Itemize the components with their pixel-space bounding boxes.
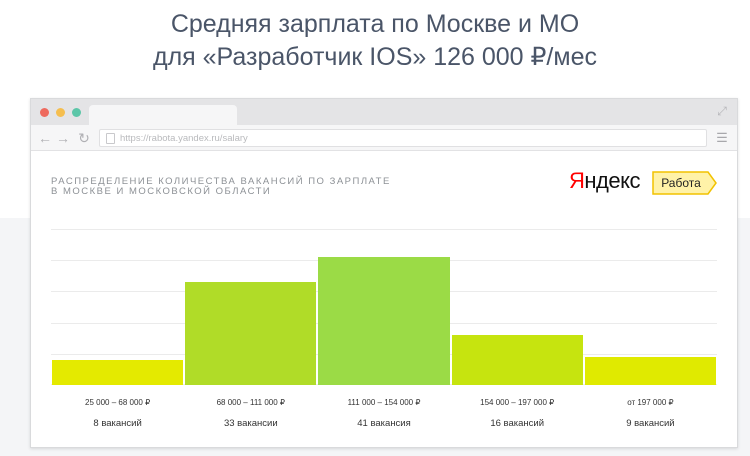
gridline bbox=[51, 229, 717, 230]
badge-shape bbox=[652, 171, 717, 195]
salary-range-label: 25 000 – 68 000 ₽ bbox=[85, 398, 151, 407]
vacancy-count-label: 33 вакансии bbox=[223, 418, 278, 429]
histogram-bar[interactable] bbox=[584, 357, 716, 385]
page-icon bbox=[106, 133, 115, 144]
vacancy-count-label: 8 вакансий bbox=[93, 418, 142, 429]
vacancy-count-label: 16 вакансий bbox=[490, 418, 545, 429]
salary-histogram bbox=[51, 229, 717, 385]
expand-icon[interactable]: ⤢ bbox=[717, 104, 727, 118]
chart-title: Распределение количества вакансий по зар… bbox=[51, 177, 391, 197]
arrow-right-icon[interactable]: → bbox=[56, 130, 70, 146]
page-headline: Средняя зарплата по Москве и МО для «Раз… bbox=[0, 8, 750, 74]
minimize-window-button[interactable] bbox=[56, 108, 65, 117]
zoom-window-button[interactable] bbox=[72, 108, 81, 117]
histogram-bar[interactable] bbox=[52, 360, 184, 385]
chart-title-line-1: Распределение количества вакансий по зар… bbox=[51, 176, 391, 187]
histogram-bar[interactable] bbox=[185, 282, 317, 385]
headline-line-1: Средняя зарплата по Москве и МО bbox=[170, 10, 580, 38]
headline-line-2: для «Разработчик IOS» 126 000 ₽/мес bbox=[153, 43, 597, 71]
chart-title-line-2: в Москве и Московской области bbox=[51, 186, 272, 197]
vacancy-count-label: 9 вакансий bbox=[626, 418, 675, 429]
browser-toolbar: ← → ↻ https://rabota.yandex.ru/salary ☰ bbox=[31, 125, 737, 151]
logo-rest: ндекс bbox=[584, 168, 640, 193]
salary-range-label: 68 000 – 111 000 ₽ bbox=[216, 398, 285, 407]
salary-range-label: 154 000 – 197 000 ₽ bbox=[480, 398, 555, 407]
browser-window: ⤢ ← → ↻ https://rabota.yandex.ru/salary … bbox=[30, 98, 738, 448]
histogram-bar[interactable] bbox=[451, 335, 583, 385]
browser-tab[interactable] bbox=[89, 105, 237, 125]
salary-range-label: от 197 000 ₽ bbox=[627, 398, 674, 407]
vacancy-count-label: 41 вакансия bbox=[357, 418, 411, 429]
arrow-left-icon[interactable]: ← bbox=[38, 130, 52, 146]
rabota-badge[interactable]: Работа bbox=[652, 171, 718, 195]
reload-icon[interactable]: ↻ bbox=[78, 130, 90, 146]
hamburger-menu-icon[interactable]: ☰ bbox=[716, 130, 728, 145]
close-window-button[interactable] bbox=[40, 108, 49, 117]
salary-range-label: 111 000 – 154 000 ₽ bbox=[347, 398, 421, 407]
yandex-logo[interactable]: Яндекс bbox=[569, 167, 640, 195]
rabota-label: Работа bbox=[661, 176, 701, 190]
logo-first-letter: Я bbox=[569, 168, 585, 193]
address-bar[interactable]: https://rabota.yandex.ru/salary bbox=[99, 129, 707, 147]
histogram-bar[interactable] bbox=[318, 257, 450, 385]
browser-titlebar: ⤢ bbox=[31, 99, 737, 125]
address-url: https://rabota.yandex.ru/salary bbox=[120, 133, 248, 144]
